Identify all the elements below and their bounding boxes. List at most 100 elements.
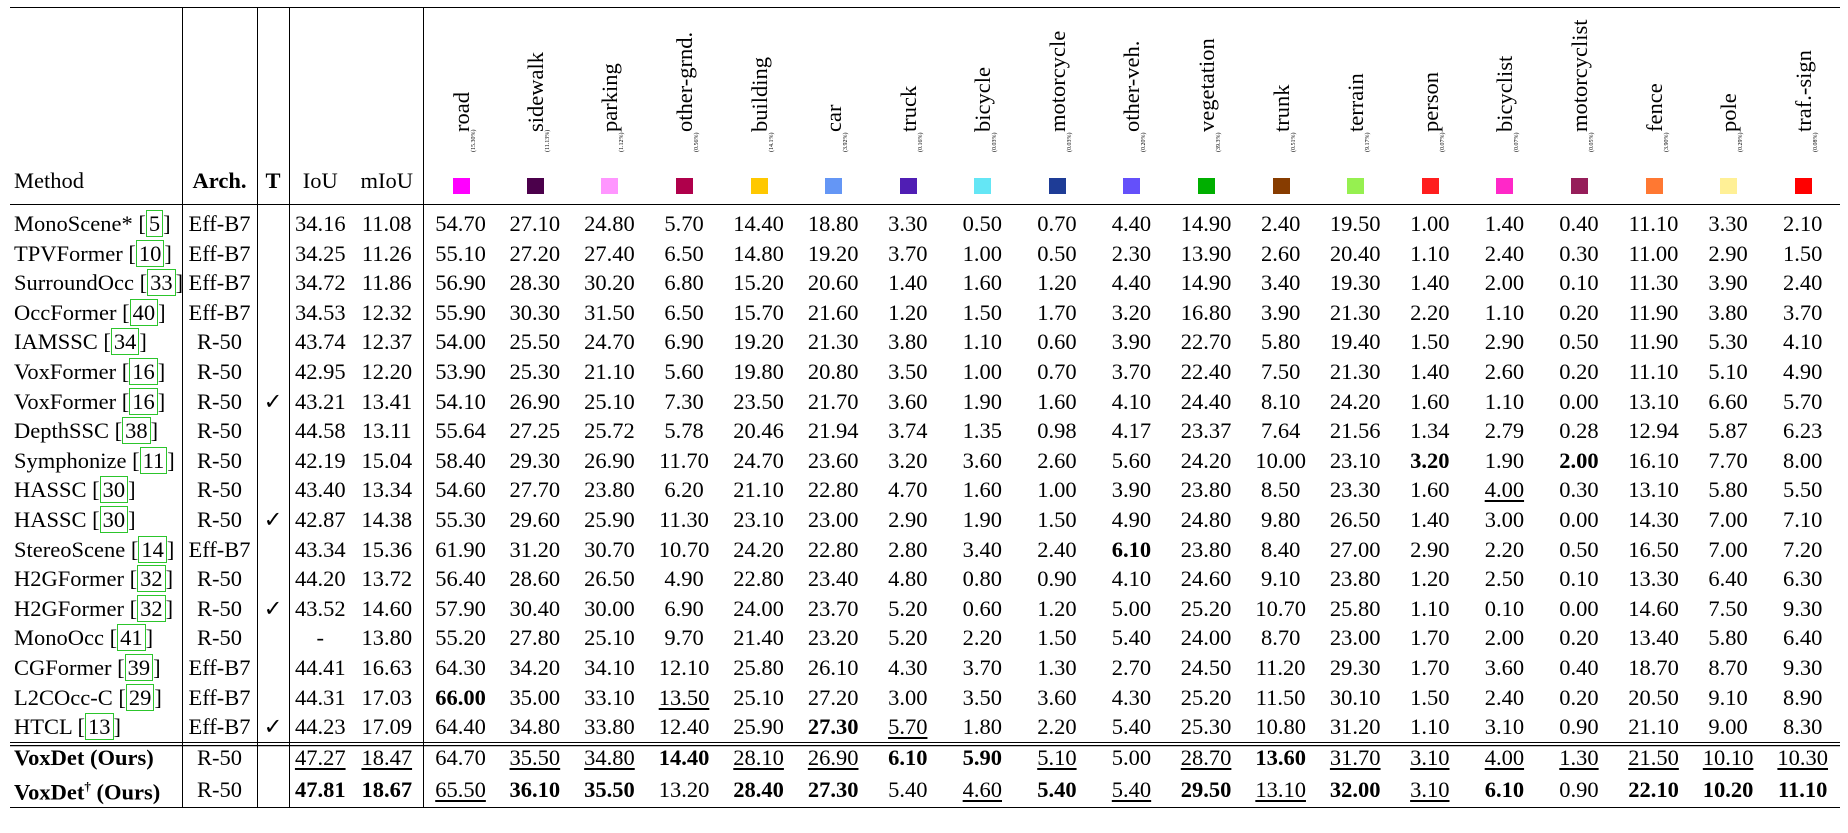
class-value-cell-value: 23.80 [584,477,635,503]
miou-cell: 18.47 [351,741,423,773]
citation-link[interactable]: 41 [117,624,146,652]
method-name: HTCL [14,714,72,740]
class-value-cell: 7.00 [1691,505,1766,535]
arch-cell: Eff-B7 [181,238,257,269]
method-name: HASSC [14,477,87,503]
miou-cell-value: 16.63 [361,654,413,680]
citation-link[interactable]: 14 [138,535,167,563]
method-name: Symphonize [14,447,127,473]
class-value-cell-value: 21.60 [807,299,859,325]
class-value-cell-value: 0.10 [1559,566,1599,592]
class-value-cell: 1.10 [945,327,1020,357]
citation-link[interactable]: 32 [137,594,166,622]
miou-cell-value: 13.72 [361,566,413,592]
citation-link[interactable]: 5 [145,210,164,237]
class-value-cell-value: 9.30 [1783,595,1823,621]
method-cell: MonoScene* [5] [10,203,182,239]
class-value-cell-value: 25.90 [584,506,635,532]
class-value-cell: 27.20 [796,683,871,713]
class-value-cell: 20.80 [796,357,871,387]
class-value-cell-value: 5.40 [888,777,928,803]
class-frequency-label: (0.20%) [1141,132,1148,153]
class-value-cell: 3.60 [1020,683,1095,713]
header-class-15: motorcyclist (0.05%) [1541,7,1617,205]
class-value-cell-value: 3.70 [962,654,1003,680]
class-value-cell: 4.00 [1467,475,1542,505]
class-value-cell: 3.10 [1392,772,1468,809]
class-value-cell-value: 6.10 [1111,536,1152,562]
class-value-cell-value: 2.00 [1484,625,1525,651]
miou-cell-value: 17.03 [361,684,413,710]
class-value-cell-value: 16.10 [1628,447,1679,473]
header-class-18: traf.-sign (0.08%) [1765,7,1840,205]
citation-link[interactable]: 34 [110,328,140,356]
class-value-cell-value: 2.00 [1484,270,1525,296]
citation-link[interactable]: 29 [125,683,155,711]
class-frequency-label: (3.90%) [1663,132,1670,153]
class-value-cell-value: 21.30 [807,329,859,355]
class-value-cell-value: 21.30 [1329,299,1381,325]
iou-cell-value: 42.87 [294,506,346,532]
citation-link[interactable]: 38 [122,417,151,445]
class-value-cell: 1.70 [1020,298,1095,328]
arch-cell: R-50 [181,623,257,653]
citation-link[interactable]: 39 [124,653,154,681]
citation-link[interactable]: 11 [139,446,168,474]
class-value-cell-value: 1.00 [962,358,1003,384]
class-name-label: road [448,92,474,132]
class-value-cell-value: 13.60 [1255,744,1306,770]
citation-link[interactable]: 10 [135,239,165,267]
citation-link[interactable]: 32 [137,565,166,593]
class-value-cell-value: 0.00 [1559,595,1599,621]
class-value-cell-value: 24.80 [584,211,635,236]
class-value-cell-value: 27.20 [807,684,859,710]
class-value-cell: 1.90 [1467,446,1542,476]
miou-cell-value: 12.20 [361,358,413,384]
class-value-cell-value: 4.10 [1111,566,1152,592]
class-value-cell: 0.40 [1542,653,1617,683]
class-value-cell: 5.10 [1691,357,1766,387]
header-class-4: building (14.1%) [721,7,796,205]
class-name-label: other-veh. [1119,40,1145,132]
class-value-cell-value: 30.40 [509,595,561,621]
citation-link[interactable]: 30 [99,476,129,504]
class-value-cell-value: 26.90 [584,447,635,473]
class-value-cell-value: 13.20 [658,777,710,803]
class-value-cell-value: 1.10 [1484,388,1525,414]
class-value-cell: 1.40 [1393,268,1468,298]
class-value-cell-value: 28.70 [1180,744,1232,770]
iou-cell: 43.74 [288,327,351,357]
method-cell: Symphonize [11] [14,446,175,474]
class-value-cell-value: 22.80 [807,477,859,503]
class-value-cell: 5.40 [1094,712,1169,742]
class-value-cell-value: 66.00 [435,684,486,710]
header-class-17: pole (0.29%) [1690,7,1766,205]
method-name: TPVFormer [14,240,123,266]
class-value-cell: 22.70 [1169,327,1244,357]
citation-link[interactable]: 16 [129,387,158,415]
class-value-cell: 20.40 [1318,239,1393,269]
header-t: T [256,7,289,205]
class-value-cell: 25.20 [1169,594,1244,624]
iou-cell-value: 44.23 [294,714,346,740]
citation-link[interactable]: 16 [129,357,158,385]
class-value-cell-value: 13.90 [1180,240,1232,266]
citation-link[interactable]: 40 [129,298,159,326]
class-value-cell-value: 23.00 [1329,625,1381,651]
class-header-wrap: motorcycle (0.03%) [1020,8,1095,204]
class-value-cell: 54.10 [422,386,498,417]
class-name-label: building [746,56,772,132]
iou-cell: 44.23 [288,712,351,743]
class-value-cell: 4.30 [870,653,945,683]
class-value-cell: 2.40 [1467,239,1542,269]
class-name-label: traf.-sign [1790,50,1816,132]
class-frequency-label: (14.1%) [768,132,775,153]
class-value-cell: 25.20 [1169,683,1244,713]
class-value-cell: 23.80 [1169,475,1244,505]
citation-link[interactable]: 13 [85,713,114,741]
citation-link[interactable]: 33 [147,269,176,297]
class-value-cell-value: 1.60 [962,270,1003,296]
temporal-check-cell [256,416,289,446]
citation-link[interactable]: 30 [99,505,129,533]
class-value-cell: 13.60 [1243,741,1318,773]
